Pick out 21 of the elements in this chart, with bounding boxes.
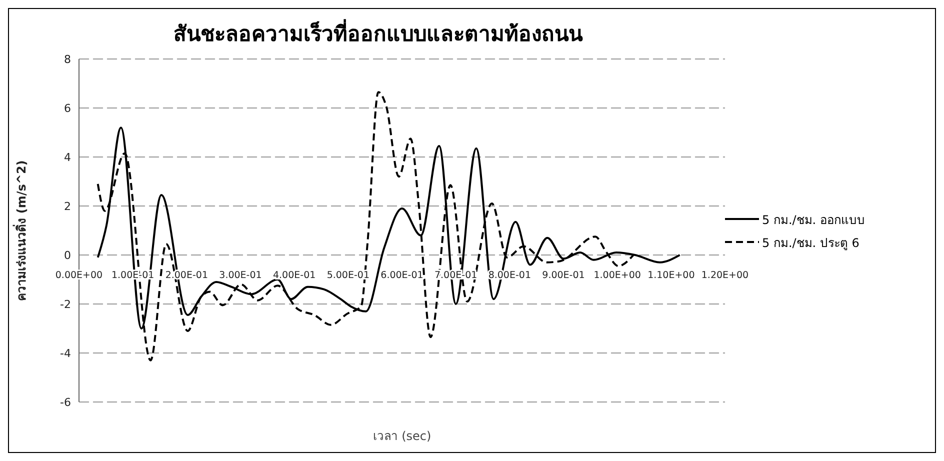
- y-tick-label: 0: [64, 248, 71, 262]
- x-tick-label: 1.10E+00: [648, 270, 695, 282]
- x-tick-label: 9.00E-01: [542, 270, 585, 282]
- x-tick-label: 6.00E-01: [380, 270, 424, 282]
- x-tick-label: 4.00E-01: [272, 270, 316, 282]
- legend-label: 5 กม./ชม. ออกแบบ: [762, 212, 865, 228]
- x-tick-label: 3.00E-01: [219, 270, 262, 282]
- y-tick-label: -2: [60, 298, 71, 311]
- y-tick-label: 4: [64, 150, 71, 164]
- x-tick-label: 1.20E+00: [701, 270, 749, 282]
- y-tick-label: -4: [60, 346, 71, 360]
- y-tick-label: -6: [60, 396, 71, 409]
- legend-label: 5 กม./ชม. ประตู 6: [762, 234, 860, 252]
- y-tick-label: 2: [64, 200, 71, 213]
- y-tick-label: 6: [64, 102, 71, 115]
- chart-title: สันชะลอความเร็วที่ออกแบบและตามท้องถนน: [172, 18, 584, 48]
- y-tick-label: 8: [64, 52, 71, 66]
- y-axis-title: ความเร่งแนวดิ่ง (m/s^2): [12, 160, 28, 301]
- x-tick-label: 1.00E+00: [594, 270, 641, 282]
- x-axis-title: เวลา (sec): [372, 429, 432, 443]
- x-tick-label: 5.00E-01: [326, 270, 370, 282]
